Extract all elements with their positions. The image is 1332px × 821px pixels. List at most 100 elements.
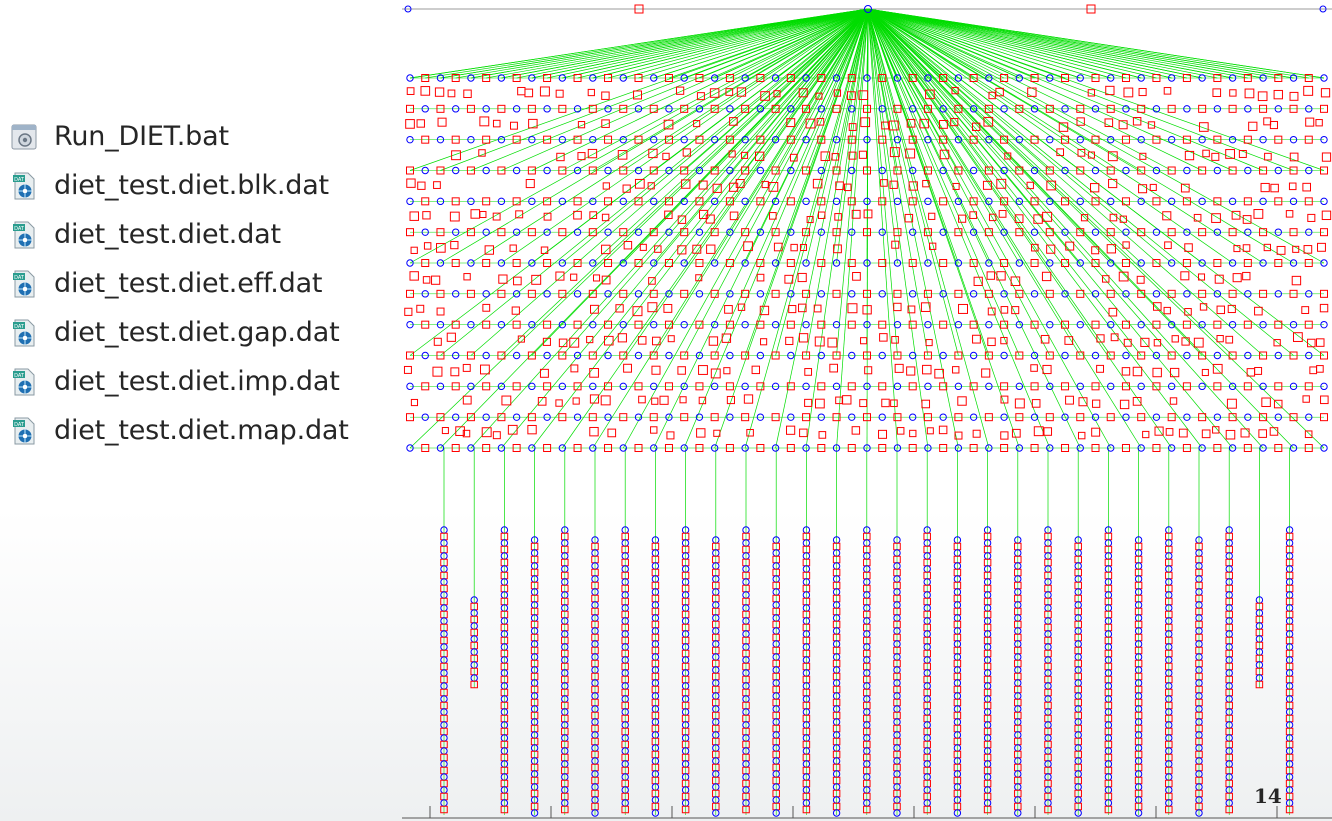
- circle-node: [863, 382, 871, 391]
- circle-node: [848, 290, 856, 298]
- file-item[interactable]: DAT diet_test.diet.imp.dat: [10, 357, 349, 406]
- tree-edge: [867, 8, 898, 449]
- circle-node: [1046, 259, 1054, 267]
- circle-node: [954, 197, 963, 206]
- circle-node: [1320, 382, 1328, 391]
- square-node: [984, 413, 993, 422]
- square-node: [1182, 197, 1191, 206]
- square-node: [497, 289, 506, 298]
- square-node: [433, 181, 441, 189]
- file-item[interactable]: DAT diet_test.diet.gap.dat: [10, 308, 349, 357]
- square-node: [681, 805, 690, 814]
- square-node: [805, 118, 816, 129]
- square-node: [788, 305, 797, 314]
- tree-edge: [867, 8, 959, 79]
- square-node: [649, 413, 658, 422]
- square-node: [601, 91, 610, 100]
- square-node: [693, 120, 701, 128]
- square-node: [725, 135, 734, 144]
- square-node: [771, 289, 780, 298]
- square-node: [920, 302, 931, 312]
- circle-node: [1046, 320, 1054, 329]
- square-node: [710, 351, 719, 360]
- tree-edge: [867, 8, 1248, 79]
- square-node: [1182, 259, 1191, 267]
- file-item[interactable]: DAT diet_test.diet.map.dat: [10, 406, 349, 455]
- circle-node: [497, 135, 506, 144]
- square-node: [1045, 228, 1054, 237]
- circle-node: [650, 135, 658, 144]
- circle-node: [1289, 444, 1298, 452]
- square-node: [680, 413, 689, 422]
- circle-node: [497, 444, 506, 452]
- file-item[interactable]: DAT diet_test.diet.blk.dat: [10, 161, 349, 210]
- square-node: [417, 181, 426, 190]
- circle-node: [969, 290, 978, 298]
- square-node: [462, 429, 471, 438]
- square-node: [450, 240, 459, 250]
- square-node: [1213, 74, 1222, 82]
- square-node: [680, 104, 689, 113]
- square-node: [602, 182, 610, 190]
- circle-node: [634, 413, 643, 421]
- circle-node: [528, 259, 536, 267]
- circle-node: [1061, 413, 1069, 421]
- circle-node: [619, 197, 627, 206]
- circle-node: [1244, 351, 1252, 360]
- square-node: [743, 394, 754, 404]
- svg-text:DAT: DAT: [14, 324, 25, 330]
- circle-node: [893, 259, 902, 267]
- circle-node: [528, 135, 536, 144]
- circle-node: [1198, 320, 1206, 329]
- square-node: [919, 118, 929, 129]
- square-node: [859, 399, 868, 408]
- square-node: [1269, 427, 1279, 436]
- square-node: [832, 166, 841, 175]
- square-node: [588, 351, 597, 360]
- square-node: [802, 805, 811, 814]
- square-node: [1320, 395, 1329, 405]
- file-item[interactable]: DAT diet_test.diet.dat: [10, 210, 349, 259]
- square-node: [1303, 245, 1313, 254]
- square-node: [1248, 121, 1258, 131]
- tree-edge: [653, 8, 869, 79]
- square-node: [527, 166, 536, 175]
- tree-edge: [805, 8, 869, 79]
- square-node: [603, 335, 614, 346]
- circle-node: [619, 320, 627, 329]
- circle-node: [741, 259, 749, 267]
- circle-node: [802, 259, 810, 267]
- square-node: [705, 214, 715, 224]
- circle-node: [604, 228, 612, 236]
- tree-edge: [409, 8, 869, 449]
- circle-node: [482, 228, 490, 236]
- square-node: [1030, 197, 1039, 206]
- square-node: [713, 429, 721, 437]
- tree-edge: [867, 8, 1218, 79]
- square-node: [462, 395, 472, 405]
- square-node: [649, 104, 658, 113]
- square-node: [773, 90, 781, 98]
- square-node: [623, 240, 633, 250]
- file-item[interactable]: DAT diet_test.diet.eff.dat: [10, 259, 349, 308]
- square-node: [1243, 444, 1252, 452]
- square-node: [817, 259, 826, 267]
- circle-node: [787, 290, 795, 298]
- square-node: [447, 89, 456, 98]
- circle-node: [756, 351, 765, 360]
- square-node: [497, 104, 506, 113]
- square-node: [482, 135, 491, 144]
- file-item[interactable]: Run_DIET.bat: [10, 112, 349, 161]
- square-node: [677, 245, 687, 255]
- circle-node: [619, 135, 627, 144]
- square-node: [710, 368, 721, 379]
- square-node: [1213, 320, 1222, 329]
- tree-edge: [821, 8, 869, 79]
- circle-node: [756, 228, 765, 236]
- square-node: [1104, 118, 1114, 127]
- circle-node: [1107, 197, 1115, 206]
- square-node: [1132, 366, 1143, 377]
- square-node: [922, 364, 932, 375]
- square-node: [525, 179, 535, 189]
- circle-node: [1061, 166, 1069, 175]
